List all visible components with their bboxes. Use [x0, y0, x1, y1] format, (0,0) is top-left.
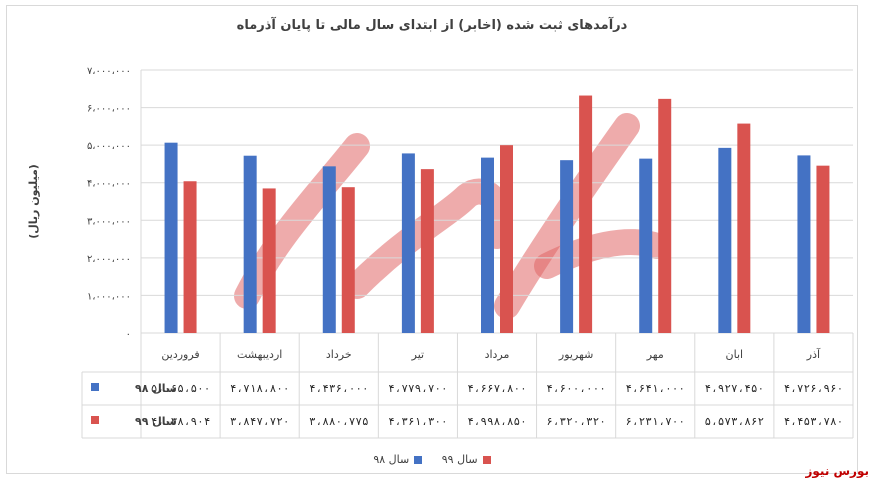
bar-98: [401, 153, 415, 333]
row-label: سال ۹۸: [135, 382, 177, 395]
legend-item-99: سال ۹۹: [442, 453, 491, 466]
table-cell-98: ۴،۴۳۶،۰۰۰: [309, 382, 369, 395]
legend-label-99: سال ۹۹: [441, 453, 478, 466]
table-row-header-98: سال ۹۸: [91, 382, 177, 395]
category-label: اردیبهشت: [237, 348, 282, 361]
bar-98: [639, 158, 653, 333]
y-tick-label: ۱،۰۰۰،۰۰۰: [87, 291, 131, 302]
legend: سال ۹۸ سال ۹۹: [7, 453, 857, 466]
table-cell-99: ۳،۸۸۰،۷۷۵: [309, 415, 369, 428]
y-tick-label: ۳،۰۰۰،۰۰۰: [87, 216, 131, 227]
bar-99: [579, 95, 593, 333]
y-tick-label: ۵،۰۰۰،۰۰۰: [87, 141, 131, 152]
bar-98: [560, 160, 574, 333]
bar-99: [262, 188, 276, 333]
bar-98: [797, 155, 811, 333]
table-cell-98: ۴،۶۰۰،۰۰۰: [546, 382, 606, 395]
category-label: مهر: [646, 348, 664, 361]
row-swatch: [91, 416, 99, 424]
table-cell-99: ۶،۲۳۱،۷۰۰: [625, 415, 685, 428]
bar-98: [322, 166, 336, 333]
category-label: آذر: [806, 347, 821, 361]
bar-99: [816, 165, 830, 333]
y-tick-label: ۲،۰۰۰،۰۰۰: [87, 254, 131, 265]
legend-item-98: سال ۹۸: [373, 453, 423, 466]
legend-swatch-99: [482, 455, 491, 464]
table-cell-98: ۴،۹۲۷،۴۵۰: [705, 382, 765, 395]
bar-99: [737, 123, 751, 334]
y-tick-label: ۰: [126, 329, 131, 340]
category-label: فروردین: [161, 348, 199, 361]
chart-frame: درآمدهای ثبت شده (اخابر) از ابتدای سال م…: [6, 5, 858, 474]
y-axis-label: (میلیون ریال): [27, 164, 40, 239]
category-label: شهریور: [558, 348, 593, 361]
y-tick-label: ۴،۰۰۰،۰۰۰: [87, 179, 131, 190]
table-cell-99: ۴،۹۹۸،۸۵۰: [467, 415, 527, 428]
legend-swatch-98: [414, 455, 423, 464]
bar-98: [481, 157, 494, 333]
row-label: سال ۹۹: [135, 415, 177, 428]
category-label: تیر: [411, 348, 424, 361]
table-cell-98: ۴،۷۲۶،۹۶۰: [784, 382, 844, 395]
table-cell-98: ۴،۶۴۱،۰۰۰: [625, 382, 685, 395]
bar-98: [718, 147, 732, 333]
bar-99: [183, 181, 197, 333]
table-cell-99: ۴،۴۵۳،۷۸۰: [784, 415, 844, 428]
bar-99: [500, 145, 513, 333]
bar-99: [658, 98, 672, 334]
row-swatch: [91, 383, 99, 391]
bar-99: [420, 169, 434, 333]
table-cell-99: ۳،۸۴۷،۷۲۰: [230, 415, 290, 428]
table-cell-99: ۶،۳۲۰،۳۲۰: [546, 415, 606, 428]
table-cell-99: ۴،۰۳۸،۹۰۴: [151, 415, 211, 428]
table-cell-99: ۴،۳۶۱،۳۰۰: [388, 415, 448, 428]
legend-label-98: سال ۹۸: [373, 453, 410, 466]
source-label: بورس نیوز: [805, 464, 869, 478]
table-cell-98: ۴،۶۶۷،۸۰۰: [467, 382, 527, 395]
table-cell-99: ۵،۵۷۳،۸۶۲: [705, 415, 765, 428]
y-tick-label: ۶،۰۰۰،۰۰۰: [87, 104, 131, 115]
table-cell-98: ۴،۷۷۹،۷۰۰: [388, 382, 448, 395]
table-row-header-99: سال ۹۹: [91, 415, 177, 428]
category-label: ابان: [726, 348, 744, 361]
table-cell-98: ۵،۰۶۵،۵۰۰: [151, 382, 211, 395]
bar-99: [341, 187, 355, 333]
plot-area: ۰ ۱،۰۰۰،۰۰۰ ۲،۰۰۰،۰۰۰ ۳،۰۰۰،۰۰۰ ۴،۰۰۰،۰۰۰ ۵،۰…: [27, 66, 854, 439]
category-label: خرداد: [326, 348, 352, 361]
bar-98: [243, 155, 257, 333]
chart-title: درآمدهای ثبت شده (اخابر) از ابتدای سال م…: [236, 18, 628, 33]
bar-98: [164, 142, 178, 333]
y-tick-label: ۷،۰۰۰،۰۰۰: [87, 66, 131, 77]
category-label: مرداد: [485, 348, 510, 361]
table-cell-98: ۴،۷۱۸،۸۰۰: [230, 382, 290, 395]
